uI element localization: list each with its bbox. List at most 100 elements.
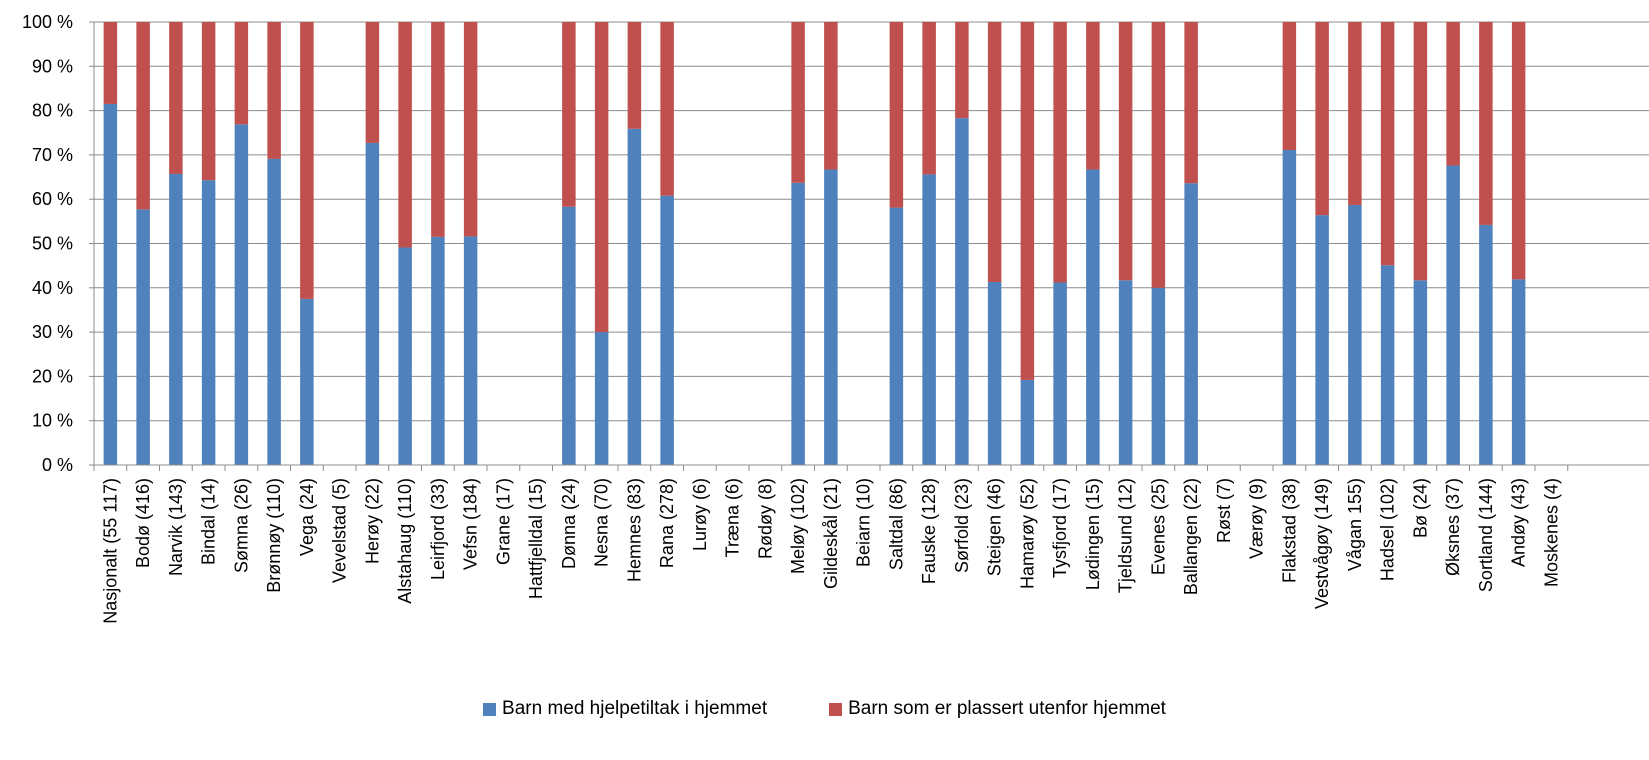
legend-item-blue: Barn med hjelpetiltak i hjemmet xyxy=(483,698,767,720)
x-category-label: Røst (7) xyxy=(1214,478,1234,543)
x-category-label: Alstahaug (110) xyxy=(395,478,415,604)
x-category-label: Gildeskål (21) xyxy=(821,478,841,589)
bar-segment-red xyxy=(955,22,969,119)
legend-swatch-red xyxy=(829,702,843,716)
bar-segment-red xyxy=(1282,22,1297,151)
y-tick-label: 70 % xyxy=(32,145,73,165)
y-tick-label: 80 % xyxy=(32,101,73,121)
bar-segment-red xyxy=(1380,22,1395,266)
x-category-label: Evenes (25) xyxy=(1148,478,1168,575)
bar-segment-blue xyxy=(365,142,380,465)
x-category-label: Værøy (9) xyxy=(1247,478,1267,559)
bar-segment-blue xyxy=(955,118,969,466)
x-axis xyxy=(93,22,1649,471)
bar-segment-red xyxy=(431,22,445,237)
x-category-label: Andøy (43) xyxy=(1509,478,1529,567)
x-category-label: Fauske (128) xyxy=(919,478,939,584)
x-category-label: Hemnes (83) xyxy=(624,478,644,582)
legend-label-red: Barn som er plassert utenfor hjemmet xyxy=(848,698,1166,719)
bar-segment-blue xyxy=(1053,282,1067,465)
x-category-label: Vevelstad (5) xyxy=(330,478,350,583)
x-category-label: Ballangen (22) xyxy=(1181,478,1201,595)
legend-item-red: Barn som er plassert utenfor hjemmet xyxy=(829,698,1166,720)
bar-segment-red xyxy=(889,22,904,208)
bar-segment-red xyxy=(791,22,805,183)
bar-segment-blue xyxy=(1511,279,1526,465)
x-category-label: Lurøy (6) xyxy=(690,478,710,551)
x-category-label: Dønna (24) xyxy=(559,478,579,569)
legend-label-blue: Barn med hjelpetiltak i hjemmet xyxy=(502,698,768,719)
y-tick-label: 30 % xyxy=(32,322,73,342)
bar-segment-blue xyxy=(103,103,118,465)
x-category-label: Bodø (416) xyxy=(133,478,153,568)
x-category-label: Nasjonalt (55 117) xyxy=(100,478,120,624)
bar-segment-blue xyxy=(660,195,674,465)
bar-segment-red xyxy=(562,22,576,207)
bar-segment-blue xyxy=(889,207,904,465)
x-category-label: Bø (24) xyxy=(1410,478,1430,538)
bar-segment-blue xyxy=(1118,280,1133,465)
bar-segment-blue xyxy=(463,236,478,465)
bar-segment-red xyxy=(627,22,642,129)
y-tick-label: 10 % xyxy=(32,411,73,431)
x-category-label: Moskenes (4) xyxy=(1541,478,1561,587)
bar-segment-red xyxy=(103,22,118,104)
y-tick-label: 20 % xyxy=(32,366,73,386)
x-category-label: Vågan 155) xyxy=(1345,478,1365,571)
bar-segment-blue xyxy=(300,298,314,465)
bar-segment-blue xyxy=(267,158,281,465)
bar-segment-red xyxy=(365,22,380,143)
bar-segment-red xyxy=(1184,22,1198,184)
bar-segment-blue xyxy=(1348,204,1362,466)
bar-segment-blue xyxy=(136,209,150,465)
x-category-label: Hattfjelldal (15) xyxy=(526,478,546,599)
x-axis-category-labels: Nasjonalt (55 117) Bodø (416) Narvik (143)… xyxy=(100,478,1561,624)
bar-segment-red xyxy=(594,22,609,333)
bar-segment-red xyxy=(1053,22,1067,283)
bar-segment-blue xyxy=(1315,215,1329,465)
bar-segment-blue xyxy=(562,206,576,465)
x-category-label: Vestvågøy (149) xyxy=(1312,478,1332,609)
bar-segment-blue xyxy=(1479,224,1493,465)
x-category-label: Grane (17) xyxy=(493,478,513,565)
legend-swatch-blue xyxy=(483,702,497,716)
bar-segment-red xyxy=(1413,22,1428,281)
bar-segment-red xyxy=(1479,22,1493,225)
bar-segment-blue xyxy=(169,173,183,465)
x-category-label: Hadsel (102) xyxy=(1378,478,1398,581)
y-axis-tick-labels: 0 % 10 % 20 % 30 % 40 % 50 % 60 % 70 % 80 % 90 % 1… xyxy=(22,12,73,475)
bar-segment-red xyxy=(398,22,412,248)
bar-segment-red xyxy=(824,22,838,170)
y-tick-label: 100 % xyxy=(22,12,73,32)
x-category-label: Hamarøy (52) xyxy=(1017,478,1037,589)
bar-segment-blue xyxy=(824,169,838,466)
x-category-label: Træna (6) xyxy=(723,478,743,557)
x-category-label: Rødøy (8) xyxy=(755,478,775,559)
bar-segment-blue xyxy=(1184,183,1198,465)
x-category-label: Lødingen (15) xyxy=(1083,478,1103,590)
bar-segment-blue xyxy=(201,180,216,465)
bar-segment-red xyxy=(1348,22,1362,205)
x-category-label: Tysfjord (17) xyxy=(1050,478,1070,578)
bar-segment-red xyxy=(136,22,150,210)
y-tick-label: 90 % xyxy=(32,56,73,76)
bar-segment-red xyxy=(660,22,674,196)
bar-segment-blue xyxy=(398,247,412,465)
bar-segment-red xyxy=(267,22,281,159)
bar-segment-blue xyxy=(791,182,805,465)
x-category-label: Øksnes (37) xyxy=(1443,478,1463,576)
x-category-label: Beiarn (10) xyxy=(854,478,874,567)
bar-segment-blue xyxy=(1086,169,1100,466)
x-category-label: Sørfold (23) xyxy=(952,478,972,573)
x-category-label: Flakstad (38) xyxy=(1279,478,1299,583)
bar-segment-red xyxy=(1086,22,1100,170)
x-category-label: Sortland (144) xyxy=(1476,478,1496,592)
bar-segment-blue xyxy=(922,174,936,465)
bar-segment-red xyxy=(300,22,314,299)
y-tick-label: 50 % xyxy=(32,234,73,254)
y-tick-label: 60 % xyxy=(32,189,73,209)
bar-segment-red xyxy=(463,22,478,237)
x-category-label: Brønnøy (110) xyxy=(264,478,284,593)
x-category-label: Sømna (26) xyxy=(231,478,251,573)
